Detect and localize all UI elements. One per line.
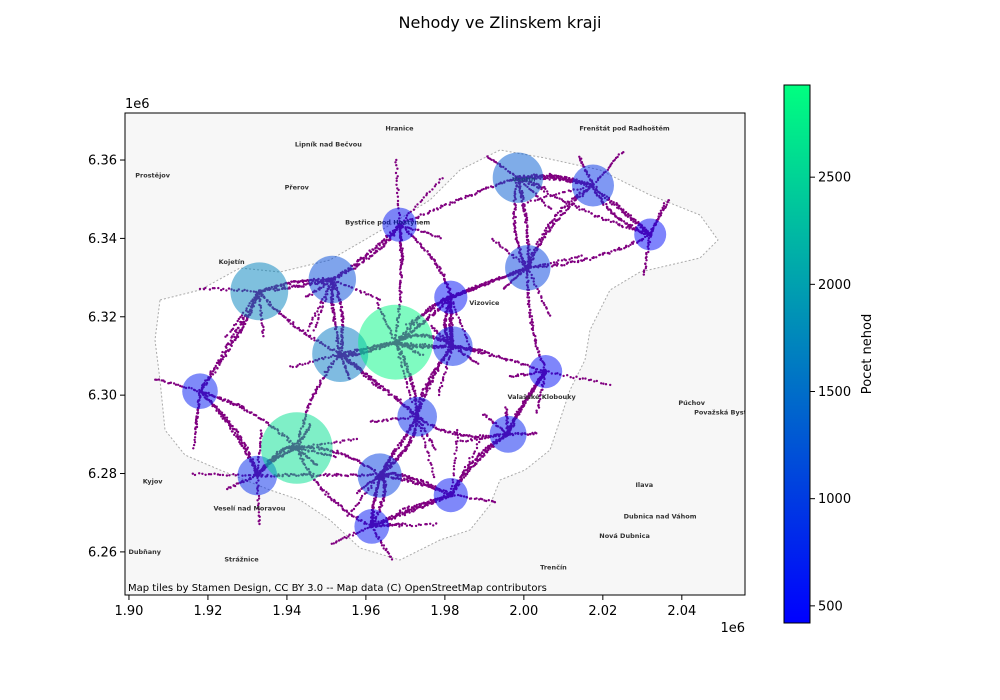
town-label: Valašské Klobouky <box>507 393 576 401</box>
town-label: Prostějov <box>135 172 171 180</box>
x-tick-label: 1.98 <box>430 604 459 619</box>
y-tick-label: 6.34 <box>88 232 117 247</box>
accident-bubble <box>434 280 468 314</box>
accident-bubble <box>308 255 356 304</box>
accident-bubble <box>492 152 544 203</box>
chart-title: Nehody ve Zlinskem kraji <box>399 13 602 32</box>
colorbar-tick-label: 2500 <box>818 171 851 186</box>
x-axis: 1.90 1.92 1.94 1.96 1.98 2.00 2.02 2.04 <box>114 595 696 619</box>
town-label: Lipník nad Bečvou <box>295 140 362 148</box>
town-label: Kyjov <box>143 477 164 485</box>
accident-bubble <box>489 415 527 453</box>
accident-bubble <box>433 478 468 513</box>
town-label: Dubňany <box>128 548 161 556</box>
town-label: Dubnica nad Váhom <box>624 513 697 521</box>
accident-bubble <box>312 326 369 382</box>
colorbar-tick-label: 1500 <box>818 385 851 400</box>
accident-bubble <box>358 304 433 380</box>
colorbar-ticks: 500 1000 1500 2000 2500 <box>810 171 851 614</box>
accident-bubble <box>354 509 390 544</box>
colorbar-gradient <box>783 84 811 624</box>
accident-bubble <box>572 164 614 207</box>
colorbar-tick-label: 2000 <box>818 278 851 293</box>
town-label: Vizovice <box>469 299 500 307</box>
town-label: Veselí nad Moravou <box>213 505 285 513</box>
colorbar-tick-label: 500 <box>818 599 843 614</box>
x-tick-label: 1.94 <box>272 604 301 619</box>
accident-bubble <box>529 355 563 389</box>
town-label: Ilava <box>635 481 653 489</box>
colorbar-tick-label: 1000 <box>818 492 851 507</box>
town-label: Strážnice <box>224 556 259 564</box>
town-label: Nová Dubnica <box>599 532 650 540</box>
town-label: Frenštát pod Radhoštěm <box>579 125 670 133</box>
accident-bubble <box>357 453 402 498</box>
x-tick-label: 1.96 <box>351 604 380 619</box>
y-offset-label: 1e6 <box>125 97 150 112</box>
town-label: Hranice <box>385 125 414 133</box>
y-tick-label: 6.26 <box>88 545 117 560</box>
town-label: Kojetín <box>219 258 245 266</box>
x-tick-label: 1.90 <box>114 604 143 619</box>
y-tick-label: 6.30 <box>88 389 117 404</box>
y-tick-label: 6.28 <box>88 467 117 482</box>
accident-bubble <box>397 396 438 437</box>
colorbar: 500 1000 1500 2000 2500 Pocet nehod <box>783 84 875 624</box>
x-tick-label: 2.00 <box>509 604 538 619</box>
town-label: Přerov <box>285 183 310 191</box>
accident-bubble <box>261 412 333 484</box>
x-tick-label: 2.04 <box>667 604 696 619</box>
map-attribution: Map tiles by Stamen Design, CC BY 3.0 --… <box>128 583 547 594</box>
accident-bubble <box>382 207 417 242</box>
y-tick-label: 6.36 <box>88 154 117 169</box>
accident-bubbles <box>182 152 667 544</box>
accident-bubble <box>182 373 218 410</box>
axes-frame <box>124 112 746 596</box>
x-tick-label: 1.92 <box>193 604 222 619</box>
colorbar-label: Pocet nehod <box>860 314 875 394</box>
y-axis: 6.26 6.28 6.30 6.32 6.34 6.36 <box>88 154 125 560</box>
x-offset-label: 1e6 <box>720 621 745 636</box>
town-label: Považská Bystrica <box>694 409 760 417</box>
accident-bubble <box>634 218 667 251</box>
accident-bubble <box>230 262 289 321</box>
accident-bubble <box>505 245 551 291</box>
y-tick-label: 6.32 <box>88 310 117 325</box>
accident-bubble <box>433 326 473 367</box>
town-label: Púchov <box>678 399 705 407</box>
town-label: Trenčín <box>540 564 567 572</box>
x-tick-label: 2.02 <box>588 604 617 619</box>
map-axes: Hranice Lipník nad Bečvou Frenštát pod Rad… <box>88 97 760 636</box>
